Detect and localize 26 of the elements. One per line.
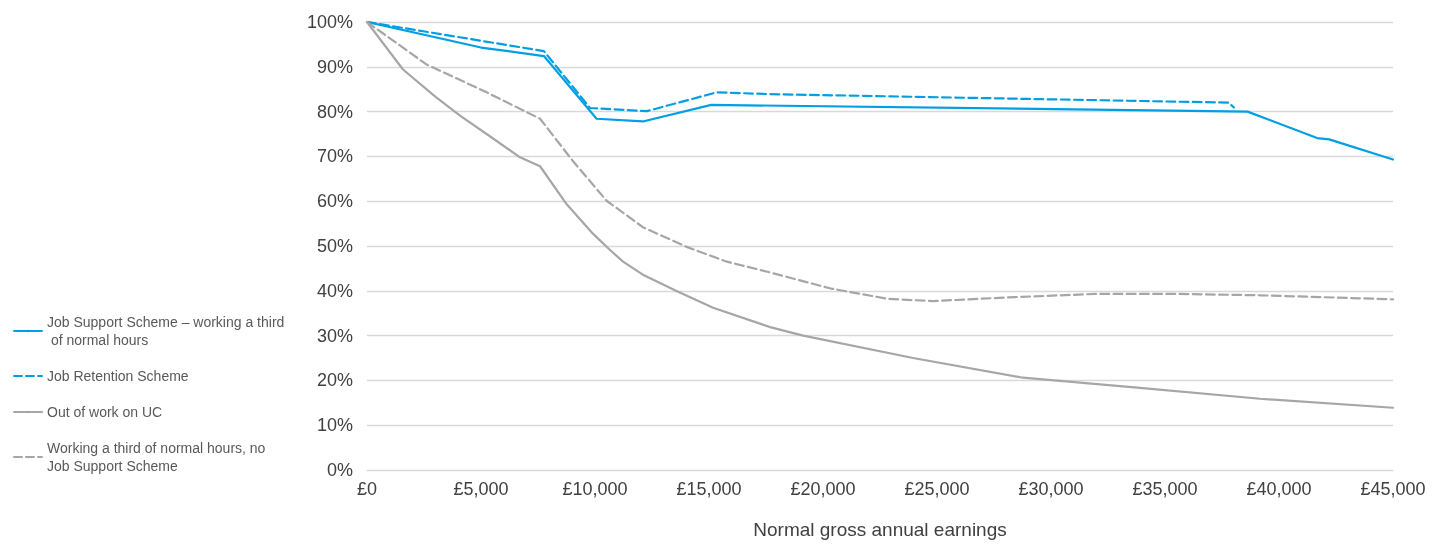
- y-tick-label: 70%: [316, 146, 353, 167]
- x-tick-label: £25,000: [904, 479, 970, 499]
- y-tick-label: 20%: [316, 370, 353, 391]
- y-tick-label: 80%: [316, 101, 353, 122]
- y-tick-label: 40%: [316, 280, 353, 301]
- x-tick-label: £40,000: [1246, 479, 1312, 499]
- x-tick-label: £30,000: [1018, 479, 1084, 499]
- legend-label: Working a third of normal hours, no Job Support Scheme: [47, 440, 270, 474]
- y-tick-label: 60%: [316, 191, 353, 212]
- y-tick-label: 30%: [316, 325, 353, 346]
- legend-label: Job Support Scheme – working a third of normal hours: [47, 314, 285, 348]
- x-axis-title: Normal gross annual earnings: [753, 519, 1007, 540]
- legend-label: Job Retention Scheme: [47, 368, 189, 384]
- y-tick-label: 100%: [306, 12, 353, 32]
- x-tick-label: £10,000: [562, 479, 628, 499]
- x-tick-label: £5,000: [453, 479, 509, 499]
- x-tick-label: £0: [356, 479, 378, 499]
- x-tick-label: £15,000: [676, 479, 742, 499]
- legend-label: Out of work on UC: [47, 404, 163, 420]
- x-tick-label: £35,000: [1132, 479, 1198, 499]
- y-tick-label: 90%: [316, 56, 353, 77]
- y-tick-label: 0%: [326, 460, 353, 480]
- y-tick-label: 10%: [316, 415, 353, 436]
- x-tick-label: £20,000: [790, 479, 856, 499]
- y-tick-label: 50%: [316, 236, 353, 256]
- x-tick-label: £45,000: [1360, 479, 1426, 499]
